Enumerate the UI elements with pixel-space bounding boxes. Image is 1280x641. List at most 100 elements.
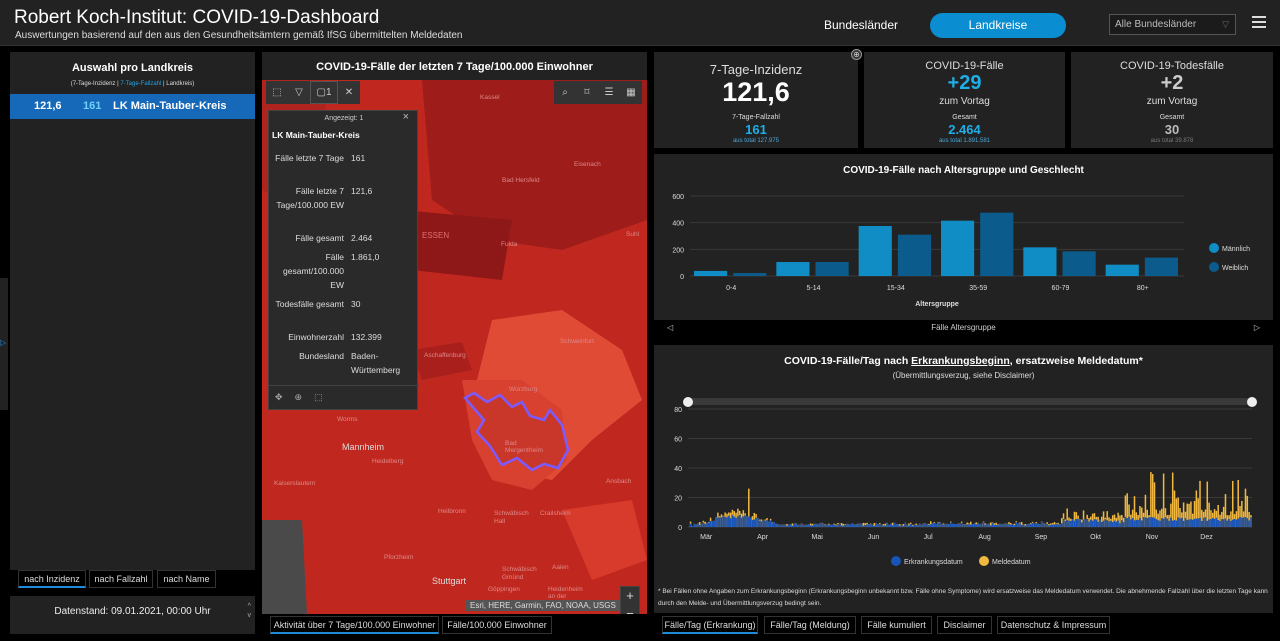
tab-disclaimer[interactable]: Disclaimer	[937, 616, 992, 634]
bar	[1190, 501, 1192, 527]
scroll-arrows-icon[interactable]: ^ v	[247, 603, 252, 619]
grid-icon[interactable]: ▦	[626, 87, 636, 98]
legend-list-icon[interactable]: ☰	[604, 87, 614, 98]
popup-key: Fälle letzte 7 Tage	[275, 153, 344, 163]
list-item[interactable]: 121,6 161 LK Main-Tauber-Kreis	[10, 94, 255, 119]
bar	[829, 524, 832, 527]
bar	[868, 524, 870, 527]
bar	[1186, 519, 1189, 527]
bar	[1246, 495, 1249, 527]
bar	[1159, 510, 1161, 527]
tab-nach-name[interactable]: nach Name	[157, 570, 216, 588]
popup-value: Baden-Württemberg	[351, 351, 401, 375]
globe-icon[interactable]: ⊕	[851, 49, 862, 60]
bookmark-icon[interactable]: ⌑	[584, 87, 590, 98]
tab-faelle-100000[interactable]: Fälle/100.000 Einwohner	[442, 616, 552, 634]
bar	[1228, 518, 1230, 527]
bar	[922, 523, 925, 527]
bar	[1155, 519, 1158, 527]
bar	[964, 524, 967, 527]
y-tick-label: 60	[674, 437, 682, 444]
tab-nach-inzidenz[interactable]: nach Inzidenz	[18, 570, 86, 588]
kpi-todesfaelle: COVID-19-Todesfälle +2 zum Vortag Gesamt…	[1071, 52, 1273, 148]
bar	[1241, 500, 1243, 527]
page-title: Robert Koch-Institut: COVID-19-Dashboard	[14, 7, 380, 28]
bar	[882, 525, 885, 527]
zoom-in-button[interactable]: +	[626, 588, 634, 603]
slider-handle-end	[1247, 397, 1257, 407]
bar	[1150, 472, 1152, 527]
bar	[1095, 519, 1098, 527]
popup-key: Fälle gesamt/100.000 EW	[283, 252, 344, 290]
dropdown-icon[interactable]: ▽	[295, 87, 303, 98]
chevron-left-icon[interactable]: ◁	[667, 323, 674, 332]
search-icon[interactable]: ⌕	[562, 87, 568, 98]
side-expand-handle[interactable]: ▷	[0, 278, 8, 410]
bar	[778, 524, 781, 527]
bar	[764, 520, 766, 527]
popup-key: Bundesland	[299, 351, 344, 361]
chevron-right-icon: ▷	[0, 338, 7, 347]
tab-aktivitaet[interactable]: Aktivität über 7 Tage/100.000 Einwohner	[270, 616, 439, 634]
tab-faelle-meldung[interactable]: Fälle/Tag (Meldung)	[764, 616, 856, 634]
bar	[809, 525, 812, 527]
bar	[835, 525, 837, 527]
city-label: Schweinfurt	[560, 338, 594, 345]
map-toolbar-left: ⬚ ▽ ▢ 1 ✕	[266, 81, 360, 104]
bar	[698, 522, 701, 527]
bar	[708, 522, 710, 527]
menu-icon[interactable]	[1252, 16, 1266, 28]
bar	[1117, 520, 1119, 527]
bar	[1131, 517, 1134, 527]
nav-landkreise-button[interactable]: Landkreise	[930, 13, 1066, 38]
close-icon[interactable]: ✕	[344, 87, 354, 98]
bar	[871, 524, 874, 527]
daily-title-link[interactable]: Erkrankungsbeginn	[911, 355, 1010, 367]
tab-faelle-kumuliert[interactable]: Fälle kumuliert	[861, 616, 932, 634]
bar	[713, 520, 715, 527]
bar	[944, 523, 947, 527]
city-label: Würzburg	[509, 386, 538, 393]
bar	[1133, 496, 1136, 527]
chevron-right-icon[interactable]: ▷	[1253, 323, 1260, 332]
bar	[1241, 517, 1243, 527]
tab-nach-fallzahl[interactable]: nach Fallzahl	[89, 570, 153, 588]
map-canvas[interactable]: Kassel Eisenach Bad Hersfeld Fulda Suhl …	[262, 80, 647, 614]
city-label: Fulda	[501, 241, 518, 248]
zoom-to-icon[interactable]: ⊕	[294, 392, 303, 402]
bar	[844, 524, 846, 527]
zoom-out-button[interactable]: −	[626, 606, 634, 614]
tab-faelle-erkrankung[interactable]: Fälle/Tag (Erkrankung)	[662, 616, 758, 634]
bar	[1119, 515, 1121, 527]
bar	[1004, 523, 1007, 527]
bar	[1088, 521, 1090, 527]
bar	[1133, 520, 1136, 527]
bar	[848, 524, 850, 527]
close-icon[interactable]: ×	[402, 111, 409, 123]
bar	[1179, 518, 1181, 527]
selection-count-button[interactable]: ▢ 1	[310, 81, 338, 104]
bar	[1113, 520, 1116, 527]
select-icon[interactable]: ⬚	[272, 87, 282, 98]
bar	[924, 523, 927, 527]
bar	[953, 523, 956, 527]
select-icon[interactable]: ⬚	[314, 392, 323, 402]
daily-title-pre: COVID-19-Fälle/Tag nach	[784, 355, 912, 367]
bar	[820, 522, 823, 527]
tab-datenschutz[interactable]: Datenschutz & Impressum	[997, 616, 1110, 634]
daily-chart-panel: COVID-19-Fälle/Tag nach Erkrankungsbegin…	[654, 345, 1273, 613]
bar	[891, 525, 894, 527]
bar	[1053, 524, 1056, 527]
bundesland-select[interactable]: Alle Bundesländer ▽	[1109, 14, 1236, 35]
nav-bundeslaender-button[interactable]: Bundesländer	[823, 18, 899, 32]
pan-icon[interactable]: ✥	[275, 392, 283, 402]
bar	[902, 523, 905, 527]
bar	[1091, 520, 1094, 527]
bar	[1237, 518, 1239, 527]
map-panel: COVID-19-Fälle der letzten 7 Tage/100.00…	[262, 52, 647, 614]
bar	[1124, 495, 1127, 527]
bar	[1128, 504, 1130, 527]
bar	[1226, 520, 1229, 527]
selection-count: 1	[325, 87, 332, 98]
city-label: Göppingen	[488, 586, 520, 593]
